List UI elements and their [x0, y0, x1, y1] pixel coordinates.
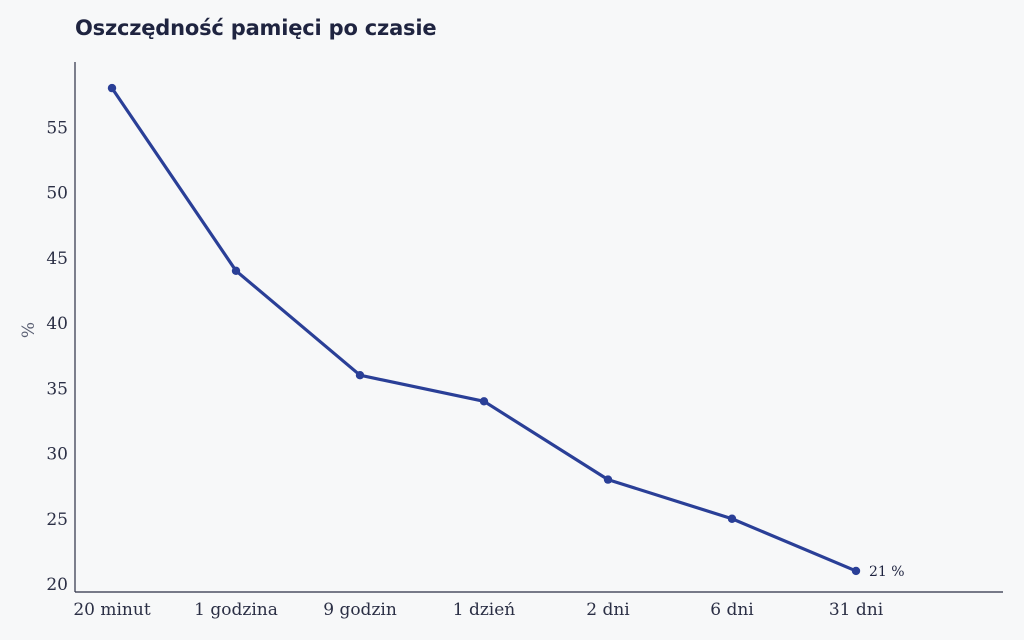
series-line [110, 86, 858, 573]
data-point [479, 397, 489, 406]
x-tick-label: 20 minut [73, 600, 150, 620]
data-point [851, 566, 861, 576]
y-tick-label: 25 [46, 510, 68, 530]
data-point [603, 475, 613, 484]
y-ticks: 20 25 30 35 40 45 50 55 [46, 118, 68, 595]
y-tick-label: 20 [46, 575, 68, 595]
x-tick-label: 1 godzina [194, 600, 278, 620]
x-tick-label: 2 dni [586, 600, 630, 620]
y-tick-label: 35 [46, 379, 68, 399]
x-tick-label: 1 dzień [453, 600, 516, 620]
data-point [107, 83, 117, 93]
y-tick-label: 30 [46, 445, 68, 465]
x-tick-label: 6 dni [710, 600, 754, 620]
x-ticks: 20 minut 1 godzina 9 godzin 1 dzień 2 dni 6 d… [73, 600, 883, 620]
data-point [355, 371, 365, 380]
data-point [231, 266, 241, 275]
axes [74, 62, 1003, 593]
series [107, 83, 861, 576]
annotations: 21 % [869, 564, 905, 580]
y-axis-label: % [19, 322, 39, 338]
x-tick-label: 9 godzin [323, 600, 397, 620]
data-point [727, 514, 737, 523]
y-tick-label: 50 [46, 184, 68, 204]
x-tick-label: 31 dni [829, 600, 884, 620]
y-tick-label: 45 [46, 249, 68, 269]
chart-title: Oszczędność pamięci po czasie [75, 16, 437, 40]
y-tick-label: 55 [46, 118, 68, 138]
data-label: 21 % [869, 564, 905, 580]
y-tick-label: 40 [46, 314, 68, 334]
